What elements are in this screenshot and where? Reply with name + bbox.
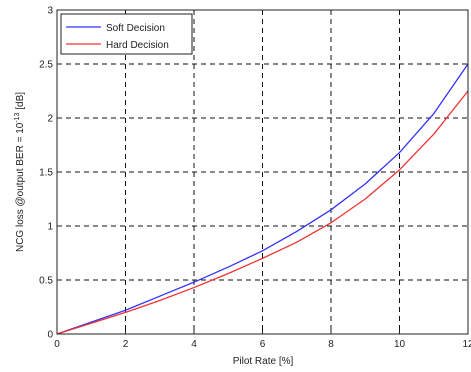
y-tick-label: 1 <box>47 222 53 233</box>
x-tick-label: 0 <box>54 339 60 350</box>
x-tick-label: 10 <box>394 339 406 350</box>
x-tick-label: 6 <box>260 339 266 350</box>
y-tick-label: 2 <box>47 114 53 125</box>
y-axis-label-unit: [dB] <box>15 92 26 113</box>
grid-lines <box>57 10 468 334</box>
y-tick-label: 3 <box>47 6 53 17</box>
x-axis-label: Pilot Rate [%] <box>233 356 294 367</box>
x-tick-label: 12 <box>462 339 471 350</box>
y-axis-label-main: NCG loss @output BER = 10 <box>15 122 26 252</box>
legend-label-soft-decision: Soft Decision <box>106 23 165 34</box>
x-tick-labels: 0 2 4 6 8 10 12 <box>54 339 471 350</box>
y-axis-label: NCG loss @output BER = 10-13 [dB] <box>14 92 26 252</box>
legend-box <box>60 13 193 55</box>
series-lines <box>56 63 469 335</box>
x-tick-label: 2 <box>123 339 129 350</box>
y-tick-label: 2.5 <box>39 60 53 71</box>
y-tick-label: 1.5 <box>39 168 53 179</box>
y-axis-label-exponent: -13 <box>14 112 21 122</box>
y-tick-labels: 0 0.5 1 1.5 2 2.5 3 <box>39 6 53 341</box>
y-tick-label: 0.5 <box>39 276 53 287</box>
series-line-soft-decision <box>56 63 469 335</box>
legend: Soft Decision Hard Decision <box>60 13 193 55</box>
axis-ticks <box>56 9 469 335</box>
x-tick-label: 4 <box>191 339 197 350</box>
series-line-hard-decision <box>56 90 469 335</box>
y-tick-label: 0 <box>47 330 53 341</box>
legend-label-hard-decision: Hard Decision <box>106 40 169 51</box>
x-tick-label: 8 <box>328 339 334 350</box>
